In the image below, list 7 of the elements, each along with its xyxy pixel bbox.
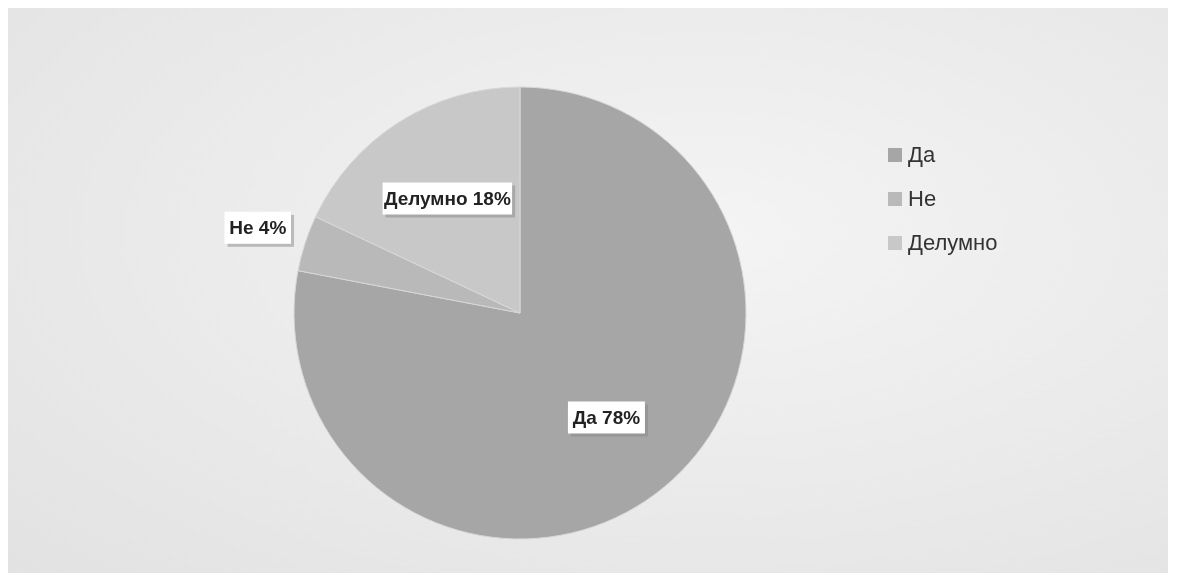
category-label: Делумно 18% xyxy=(383,188,511,210)
category-label: Да 78% xyxy=(572,406,641,428)
slice-label: Да xyxy=(908,142,936,168)
pie-slice xyxy=(293,86,747,540)
legend-label: Не xyxy=(908,186,937,212)
category-label: Не 4% xyxy=(229,217,287,239)
legend-label: Делумно xyxy=(908,230,998,256)
